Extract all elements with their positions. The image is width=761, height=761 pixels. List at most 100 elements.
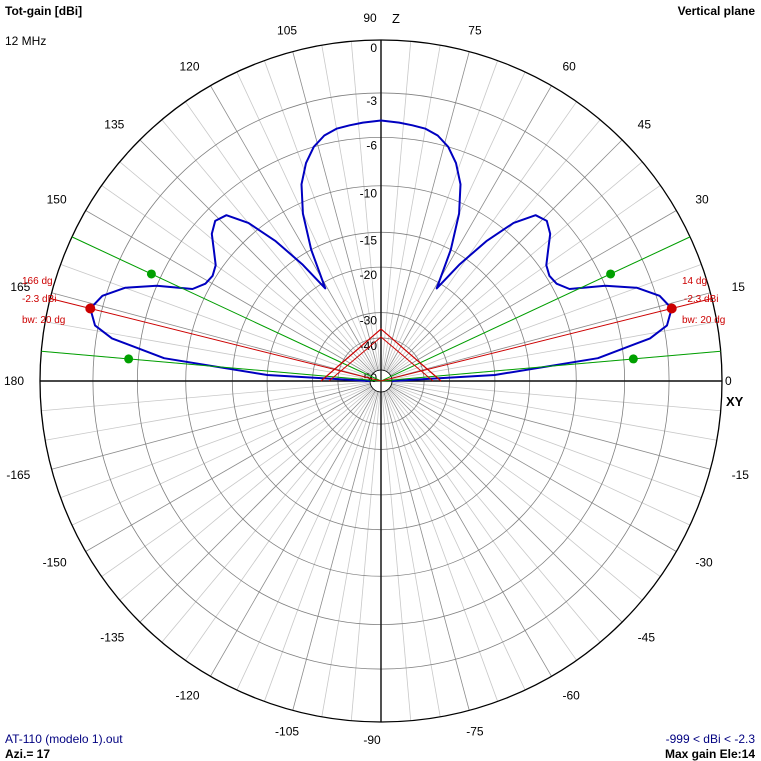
grid-spoke xyxy=(51,292,371,379)
grid-spoke xyxy=(389,387,643,601)
grid-spoke xyxy=(210,85,376,372)
radial-tick-label: -3 xyxy=(366,94,377,108)
beamwidth-marker xyxy=(628,354,638,364)
max-gain-triangle-inner xyxy=(328,336,434,382)
grid-spoke xyxy=(385,71,526,372)
grid-spoke xyxy=(391,383,711,470)
grid-spoke xyxy=(51,383,371,470)
angle-tick-label: 60 xyxy=(563,60,577,74)
gain-pattern-line xyxy=(89,119,673,382)
grid-spoke xyxy=(389,386,661,577)
grid-spoke xyxy=(391,321,717,380)
radial-tick-label: -10 xyxy=(360,187,378,201)
grid-spoke xyxy=(321,391,380,717)
grid-spoke xyxy=(139,139,374,374)
beamwidth-marker xyxy=(124,354,134,364)
grid-spoke xyxy=(387,389,601,643)
grid-spoke xyxy=(382,391,441,717)
grid-spoke xyxy=(85,210,372,376)
file-name: AT-110 (modelo 1).out xyxy=(5,732,123,746)
angle-tick-label: -105 xyxy=(275,725,299,739)
angle-tick-label: 165 xyxy=(10,280,30,294)
grid-spoke xyxy=(391,292,711,379)
angle-tick-label: 75 xyxy=(468,23,482,37)
max-gain-readout: Max gain Ele:14 xyxy=(664,747,755,761)
grid-spoke xyxy=(210,390,376,677)
grid-spoke xyxy=(390,385,691,526)
grid-spoke xyxy=(101,185,373,376)
grid-spoke xyxy=(350,41,381,371)
angle-tick-label: -30 xyxy=(695,556,713,570)
angle-tick-label: -165 xyxy=(6,468,30,482)
angle-tick-label: -135 xyxy=(100,631,124,645)
grid-spoke xyxy=(391,382,717,441)
grid-spoke xyxy=(388,139,623,374)
grid-spoke xyxy=(236,71,377,372)
grid-spoke xyxy=(386,101,577,373)
axis-label-z: Z xyxy=(392,11,400,26)
grid-spoke xyxy=(185,389,376,661)
axis-label-xy: XY xyxy=(726,394,744,409)
angle-tick-label: -75 xyxy=(466,725,484,739)
angle-tick-label: 0 xyxy=(725,374,732,388)
beamwidth-label: bw: 20 dg xyxy=(682,315,725,326)
angle-tick-label: 15 xyxy=(732,280,746,294)
max-gain-angle-label: 14 dg xyxy=(682,276,707,287)
grid-spoke xyxy=(45,321,371,380)
angle-tick-label: 90 xyxy=(363,11,377,25)
grid-spoke xyxy=(45,382,371,441)
plot-title: Tot-gain [dBi] xyxy=(5,4,83,18)
grid-spoke xyxy=(60,384,371,499)
grid-spoke xyxy=(386,390,552,677)
angle-tick-label: 45 xyxy=(638,117,652,131)
max-gain-value-label: -2.3 dBi xyxy=(684,294,718,305)
grid-spoke xyxy=(391,384,702,499)
grid-spoke xyxy=(161,389,375,643)
grid-spoke xyxy=(385,390,526,691)
gain-range-readout: -999 < dBi < -2.3 xyxy=(665,732,755,746)
angle-tick-label: -150 xyxy=(43,556,67,570)
grid-spoke xyxy=(389,161,643,375)
marker-layer: 14 dg -2.3 dBi bw: 20 dg 166 dg -2.3 dBi bw: … xyxy=(22,269,725,364)
grid-spoke xyxy=(383,51,470,371)
grid-spoke xyxy=(387,119,601,373)
max-gain-marker xyxy=(85,303,96,314)
radial-tick-label: -40 xyxy=(360,339,378,353)
angle-tick-label: 30 xyxy=(695,193,709,207)
grid-spoke xyxy=(41,381,371,412)
grid-spoke xyxy=(321,45,380,371)
series-layer xyxy=(41,119,721,382)
beamwidth-line xyxy=(380,236,691,382)
grid-spoke xyxy=(391,381,721,412)
grid-spoke xyxy=(384,391,499,702)
grid-spoke xyxy=(383,391,470,711)
grid-spoke xyxy=(263,391,378,702)
grid-spoke xyxy=(263,60,378,371)
angle-tick-label: -90 xyxy=(363,733,381,747)
grid-spoke xyxy=(389,185,661,376)
grid-spoke xyxy=(292,391,379,711)
radial-tick-label: -20 xyxy=(360,268,378,282)
radial-tick-label: -6 xyxy=(366,138,377,152)
grid-spoke xyxy=(381,41,412,371)
beamwidth-marker xyxy=(606,269,616,279)
beamwidth-label-mirror: bw: 20 dg xyxy=(22,315,65,326)
grid-spoke xyxy=(85,386,372,552)
angle-labels: 0153045607590105120135150165180-165-150-… xyxy=(4,11,749,747)
grid-spoke xyxy=(388,388,623,623)
grid-spoke xyxy=(292,51,379,371)
angle-tick-label: 150 xyxy=(47,193,67,207)
angle-tick-label: 120 xyxy=(179,60,199,74)
beamwidth-marker xyxy=(146,269,156,279)
grid-spoke xyxy=(384,60,499,371)
grid-spoke xyxy=(381,391,412,721)
grid-spoke xyxy=(119,161,373,375)
grid-spoke xyxy=(161,119,375,373)
beamwidth-line xyxy=(380,350,721,382)
grid-spoke xyxy=(386,85,552,372)
grid-spoke xyxy=(386,389,577,661)
grid-spoke xyxy=(390,386,677,552)
grid-spoke xyxy=(391,263,702,378)
max-gain-line xyxy=(380,298,712,382)
plane-label: Vertical plane xyxy=(677,4,755,18)
